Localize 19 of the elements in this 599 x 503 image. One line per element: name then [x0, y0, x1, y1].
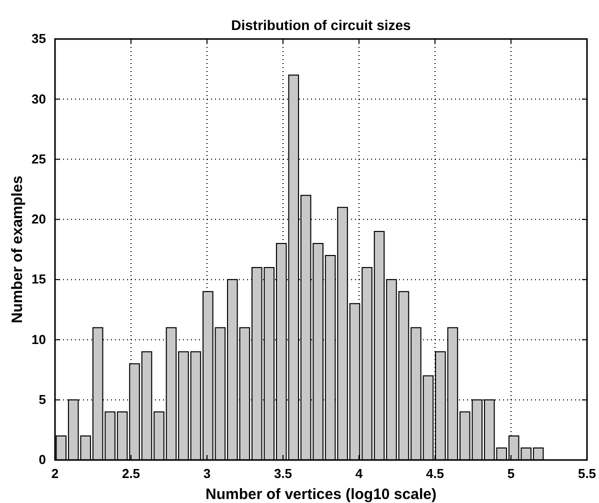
y-tick-label: 10 [32, 332, 46, 347]
y-tick-label: 30 [32, 91, 46, 106]
x-tick-label: 4 [355, 466, 364, 482]
chart-title: Distribution of circuit sizes [231, 17, 412, 33]
x-tick-label: 4.5 [426, 466, 444, 482]
y-tick-label: 20 [32, 212, 46, 227]
x-axis-title: Number of vertices (log10 scale) [206, 486, 436, 503]
y-tick-label: 35 [32, 31, 46, 46]
x-tick-label: 5.5 [578, 466, 596, 482]
x-tick-label: 3 [203, 466, 211, 482]
x-tick-label: 3.5 [274, 466, 292, 482]
y-tick-label: 5 [38, 392, 46, 408]
y-tick-label: 15 [32, 272, 46, 287]
x-tick-label: 2.5 [122, 466, 140, 482]
y-tick-label: 25 [32, 151, 46, 166]
y-tick-label: 0 [38, 452, 46, 468]
x-tick-label: 2 [51, 466, 59, 482]
x-tick-label: 5 [507, 466, 515, 482]
y-axis-title: Number of examples [9, 176, 26, 324]
